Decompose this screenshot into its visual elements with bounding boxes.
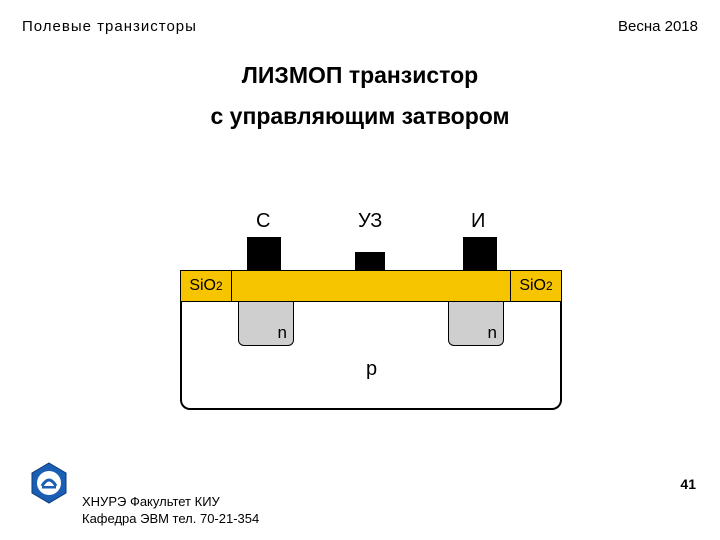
n-region-right: n	[448, 302, 504, 346]
oxide-right: SiO2	[510, 270, 562, 302]
logo-icon	[28, 462, 70, 504]
oxide-right-label: SiO2	[519, 277, 552, 295]
title-line-1: ЛИЗМОП транзистор	[0, 62, 720, 89]
footer-line-2: Кафедра ЭВМ тел. 70-21-354	[82, 510, 259, 528]
title-line-2: с управляющим затвором	[0, 103, 720, 130]
n-region-left: n	[238, 302, 294, 346]
label-drain: С	[256, 210, 270, 233]
oxide-mid	[232, 270, 510, 302]
metal-drain	[247, 237, 281, 270]
page-number: 41	[680, 476, 696, 492]
transistor-diagram: С УЗ И SiO2 SiO2 n n p	[180, 210, 560, 430]
header-right: Весна 2018	[618, 18, 698, 35]
footer-line-1: ХНУРЭ Факультет КИУ	[82, 493, 259, 511]
metal-gate	[355, 252, 385, 270]
label-source: И	[471, 210, 485, 233]
header-left: Полевые транзисторы	[22, 18, 197, 35]
slide-title: ЛИЗМОП транзистор с управляющим затвором	[0, 62, 720, 130]
label-gate: УЗ	[358, 210, 382, 233]
metal-source	[463, 237, 497, 270]
footer: ХНУРЭ Факультет КИУ Кафедра ЭВМ тел. 70-…	[82, 493, 259, 528]
oxide-left: SiO2	[180, 270, 232, 302]
label-p: p	[366, 358, 377, 381]
oxide-left-label: SiO2	[189, 277, 222, 295]
